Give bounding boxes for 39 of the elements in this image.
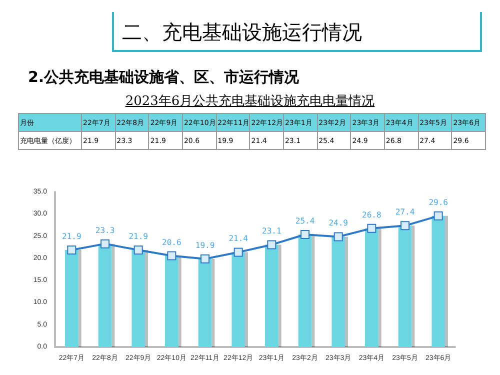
point — [334, 232, 343, 242]
point — [300, 230, 310, 240]
bar — [98, 244, 112, 347]
bar — [165, 256, 178, 347]
bar — [132, 250, 145, 347]
bar — [298, 234, 312, 347]
point — [367, 224, 376, 233]
data-label: 26.8 — [362, 210, 382, 220]
data-label: 24.9 — [328, 218, 348, 228]
data-label: 23.1 — [262, 226, 282, 236]
bar — [398, 226, 412, 347]
bar — [198, 258, 212, 347]
point — [234, 248, 243, 257]
point — [167, 251, 176, 260]
data-label: 19.9 — [195, 240, 215, 250]
data-label: 29.6 — [428, 198, 448, 207]
text: 2023年6月公共充电基础设施充电电量情况 — [124, 93, 376, 110]
data-label: 21.9 — [128, 232, 148, 242]
data-label: 23.3 — [95, 226, 115, 235]
bar — [265, 244, 278, 347]
data-label: 27.4 — [395, 208, 415, 217]
bar — [332, 236, 345, 347]
point — [100, 239, 110, 248]
point — [434, 211, 443, 220]
data-label: 21.4 — [228, 234, 248, 244]
text: 2.公共充电基础设施省、区、市运行情况 — [28, 68, 300, 87]
bar — [65, 250, 78, 347]
data-label: 25.4 — [295, 216, 315, 226]
point — [200, 254, 210, 264]
point — [400, 221, 410, 230]
data-label: 20.6 — [162, 238, 182, 247]
bar — [365, 228, 378, 347]
bar — [232, 252, 245, 347]
point — [267, 240, 276, 250]
text: 二、充电基础设施运行情况 — [112, 12, 482, 52]
point — [67, 246, 76, 255]
point — [134, 246, 143, 255]
bar — [432, 216, 445, 347]
data-label: 21.9 — [62, 232, 82, 242]
